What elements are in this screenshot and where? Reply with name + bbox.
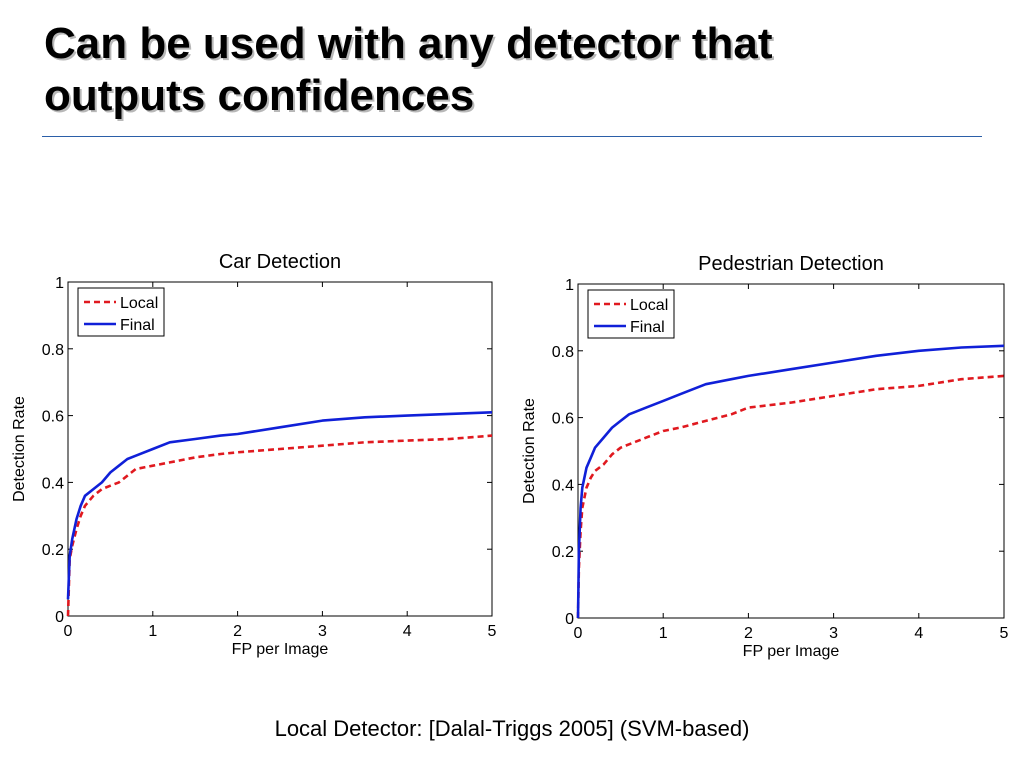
x-tick-label: 1 bbox=[659, 625, 668, 642]
legend-label: Local bbox=[120, 295, 158, 312]
slide-title: Can be used with any detector that outpu… bbox=[44, 18, 984, 122]
y-tick-label: 0.6 bbox=[552, 411, 574, 428]
series-line-final bbox=[576, 344, 1005, 619]
y-tick-label: 0.2 bbox=[552, 544, 574, 561]
slide-title-line1: Can be used with any detector that bbox=[44, 19, 773, 68]
y-tick-label: 1 bbox=[565, 277, 574, 294]
y-tick-label: 1 bbox=[55, 275, 64, 292]
x-axis-label: FP per Image bbox=[743, 643, 840, 660]
x-tick-label: 5 bbox=[488, 623, 497, 640]
y-tick-label: 0.4 bbox=[42, 475, 64, 492]
y-tick-label: 0.2 bbox=[42, 542, 64, 559]
y-tick-label: 0.4 bbox=[552, 477, 574, 494]
legend-label: Local bbox=[630, 297, 668, 314]
legend-label: Final bbox=[630, 319, 665, 336]
slide-title-line2: outputs confidences bbox=[44, 70, 475, 120]
legend-box bbox=[587, 289, 675, 339]
y-axis-label: Detection Rate bbox=[521, 398, 538, 504]
series-line-local bbox=[576, 374, 1005, 619]
x-tick-label: 0 bbox=[64, 623, 73, 640]
chart-title: Pedestrian Detection bbox=[698, 253, 884, 275]
x-tick-label: 5 bbox=[1000, 625, 1009, 642]
x-tick-label: 4 bbox=[403, 623, 412, 640]
y-tick-label: 0 bbox=[55, 609, 64, 626]
y-tick-label: 0 bbox=[565, 611, 574, 628]
chart-title: Car Detection bbox=[219, 251, 341, 273]
legend-box bbox=[77, 287, 165, 337]
x-tick-label: 2 bbox=[744, 625, 753, 642]
x-tick-label: 1 bbox=[148, 623, 157, 640]
legend-label: Final bbox=[120, 317, 155, 334]
x-tick-label: 3 bbox=[829, 625, 838, 642]
x-tick-label: 4 bbox=[914, 625, 923, 642]
y-tick-label: 0.8 bbox=[42, 342, 64, 359]
x-tick-label: 2 bbox=[233, 623, 242, 640]
x-tick-label: 3 bbox=[318, 623, 327, 640]
y-axis-label: Detection Rate bbox=[11, 396, 28, 502]
plot-frame bbox=[577, 283, 1005, 619]
series-line-final bbox=[66, 411, 493, 600]
x-tick-label: 0 bbox=[574, 625, 583, 642]
slide-caption: Local Detector: [Dalal-Triggs 2005] (SVM… bbox=[274, 716, 750, 741]
y-tick-label: 0.8 bbox=[552, 344, 574, 361]
x-axis-label: FP per Image bbox=[232, 641, 329, 658]
y-tick-label: 0.6 bbox=[42, 409, 64, 426]
title-divider bbox=[42, 136, 982, 137]
